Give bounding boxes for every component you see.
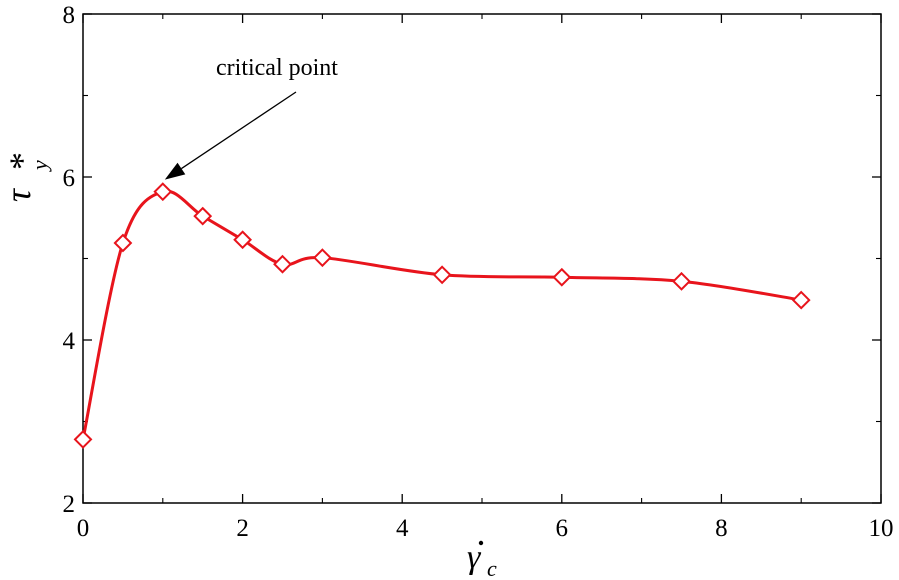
y-tick-label: 2 bbox=[63, 491, 76, 518]
data-point bbox=[672, 271, 691, 291]
x-tick-label: 6 bbox=[556, 515, 569, 542]
annotation: critical point bbox=[164, 55, 338, 180]
y-axis-title-subscript: y bbox=[27, 160, 52, 172]
x-tick-label: 0 bbox=[77, 515, 90, 542]
x-tick-label: 10 bbox=[869, 515, 894, 542]
data-point bbox=[193, 206, 213, 226]
data-point bbox=[113, 233, 133, 253]
x-axis-title-subscript: c bbox=[487, 556, 497, 580]
data-markers bbox=[73, 182, 811, 449]
x-axis-title-symbol: γ bbox=[467, 539, 482, 576]
data-point bbox=[432, 265, 452, 285]
y-tick-label: 8 bbox=[63, 2, 76, 29]
data-point bbox=[233, 230, 253, 250]
data-point bbox=[273, 254, 292, 274]
data-point bbox=[73, 430, 93, 449]
x-tick-label: 2 bbox=[236, 515, 249, 542]
y-tick-label: 4 bbox=[63, 328, 76, 355]
series-red-line bbox=[81, 189, 802, 440]
data-point bbox=[552, 267, 572, 287]
y-tick-label: 6 bbox=[63, 165, 76, 192]
x-axis-title-dot bbox=[478, 540, 484, 546]
annotation-arrow-line bbox=[181, 91, 297, 170]
x-axis-title: γ c bbox=[467, 539, 497, 580]
x-tick-label: 8 bbox=[715, 515, 728, 542]
y-axis-title: τ y * bbox=[0, 152, 52, 202]
y-axis-title-superscript: * bbox=[2, 152, 42, 170]
data-point bbox=[791, 290, 811, 310]
annotation-text: critical point bbox=[216, 55, 338, 81]
data-point bbox=[312, 248, 332, 268]
series-line bbox=[81, 189, 802, 440]
plot-frame bbox=[82, 13, 882, 504]
x-tick-label: 4 bbox=[396, 515, 409, 542]
data-point bbox=[153, 182, 173, 202]
annotation-arrow-head bbox=[164, 162, 186, 180]
y-axis-title-symbol: τ bbox=[0, 188, 38, 202]
